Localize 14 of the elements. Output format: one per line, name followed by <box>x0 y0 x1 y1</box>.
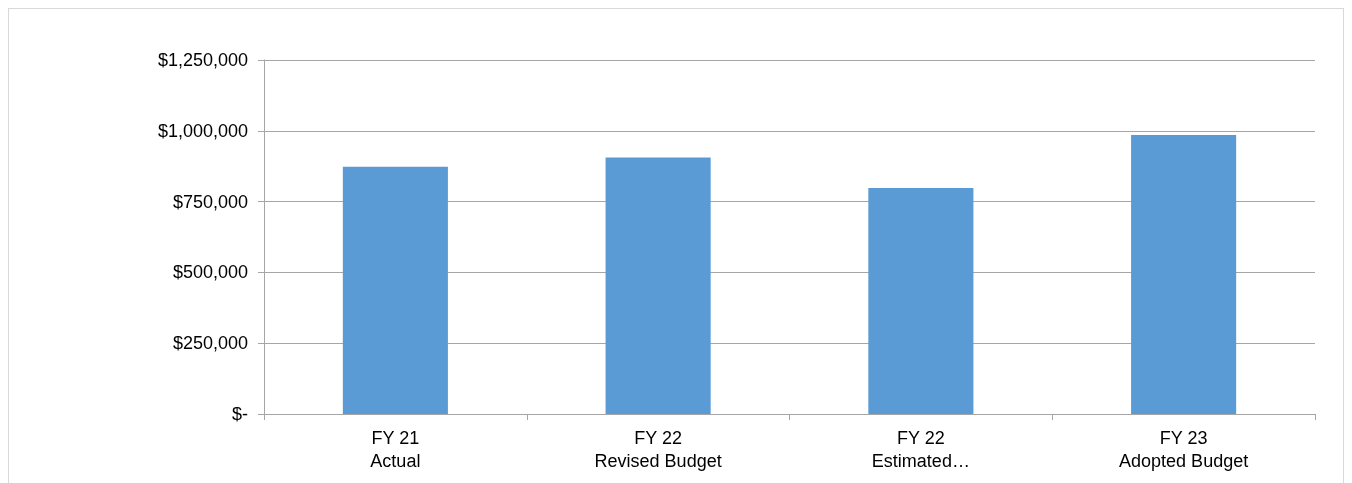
y-tick-label: $1,250,000 <box>157 50 248 70</box>
bar <box>1131 135 1237 414</box>
bar <box>342 166 448 414</box>
x-tick-label: FY 22 Revised Budget <box>594 427 722 471</box>
x-tick-label: FY 21 Actual <box>370 427 421 471</box>
x-tick-label: FY 23 Adopted Budget <box>1119 427 1249 471</box>
x-tick-label: FY 22 Estimated… <box>871 427 970 471</box>
y-tick-label: $250,000 <box>172 333 248 354</box>
y-tick-label: $500,000 <box>172 262 248 283</box>
y-tick-label: $750,000 <box>172 191 248 212</box>
y-tick-label: $1,000,000 <box>157 120 248 141</box>
y-tick-label: $- <box>231 404 248 424</box>
bar <box>868 188 974 414</box>
bar <box>605 157 711 414</box>
